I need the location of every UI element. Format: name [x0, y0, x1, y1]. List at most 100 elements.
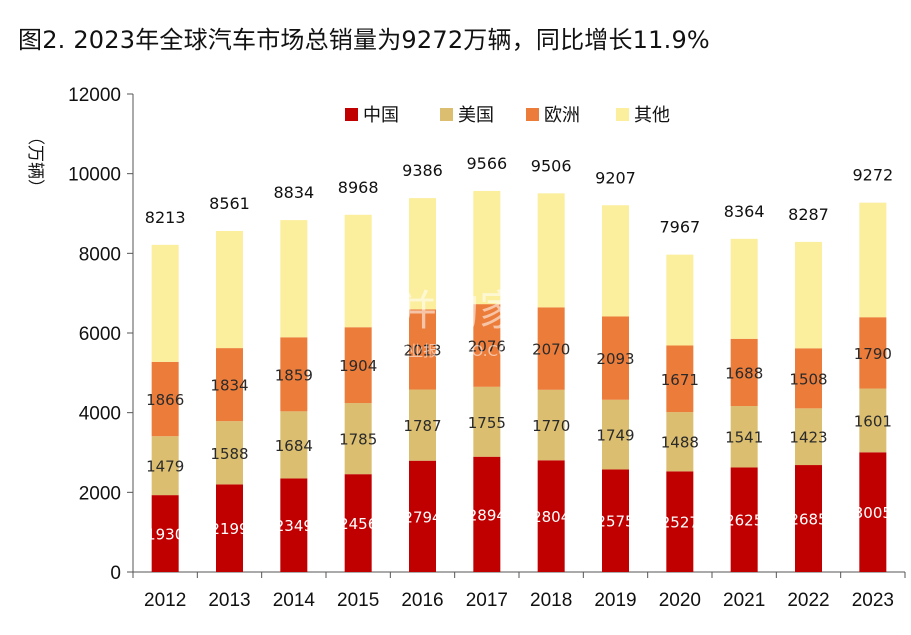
bar-segment	[602, 399, 629, 470]
total-value-label: 8968	[338, 178, 379, 197]
y-tick-label: 4000	[79, 404, 121, 425]
x-tick-label: 2013	[208, 590, 250, 611]
segment-value-label: 1770	[532, 417, 570, 435]
bar-segment	[795, 241, 822, 349]
total-value-label: 9506	[531, 156, 572, 175]
total-value-label: 9207	[595, 168, 636, 187]
legend-swatch	[526, 108, 539, 121]
segment-value-label: 2575	[596, 513, 634, 531]
segment-value-label: 1479	[146, 458, 184, 476]
segment-value-label: 1541	[725, 429, 763, 447]
segment-value-label: 1423	[789, 429, 827, 447]
bar-segment	[473, 386, 501, 457]
bar-segment	[344, 474, 372, 572]
total-value-label: 9386	[402, 161, 443, 180]
bar-segment	[859, 452, 887, 572]
bar-segment	[216, 230, 243, 349]
bar-segment	[216, 421, 243, 485]
bar-segment	[602, 316, 629, 400]
segment-value-label: 1930	[146, 526, 184, 544]
legend-swatch	[345, 108, 358, 121]
segment-value-label: 2013	[403, 341, 441, 359]
data-labels: 1930 1479 1866 8213 2199 1588 1834 8561 2349 1684…	[145, 154, 893, 544]
x-tick-label: 2023	[852, 590, 894, 611]
legend-label: 其他	[634, 105, 670, 126]
segment-value-label: 2349	[275, 517, 313, 535]
bars	[151, 190, 887, 572]
segment-value-label: 1684	[275, 437, 313, 455]
bar-segment	[859, 317, 887, 389]
bar-segment	[409, 309, 436, 390]
bar-segment	[666, 254, 694, 346]
total-value-label: 7967	[659, 218, 700, 237]
segment-value-label: 3005	[854, 504, 892, 522]
segment-value-label: 2794	[403, 508, 441, 526]
total-value-label: 9272	[852, 166, 893, 185]
segment-value-label: 1859	[275, 366, 313, 384]
watermark-subtext: 行业报告 IPO.COM	[393, 342, 522, 360]
bar-segment	[795, 408, 822, 466]
segment-value-label: 1755	[468, 414, 506, 432]
watermark-text: 并购家	[395, 286, 521, 335]
chart-title: 图2. 2023年全球汽车市场总销量为9272万辆，同比增长11.9%	[18, 26, 710, 54]
bar-segment	[537, 460, 565, 572]
y-tick-label: 2000	[79, 483, 121, 504]
segment-value-label: 2199	[210, 520, 248, 538]
segment-value-label: 2093	[596, 350, 634, 368]
y-tick-label: 0	[110, 563, 121, 584]
legend-label: 中国	[363, 105, 399, 126]
bar-segment	[859, 388, 887, 453]
segment-value-label: 1785	[339, 431, 377, 449]
total-value-label: 8561	[209, 194, 250, 213]
bar-segment	[473, 190, 501, 305]
bar-segment	[409, 460, 436, 572]
bar-segment	[537, 193, 565, 308]
x-tick-label: 2012	[144, 590, 186, 611]
bar-segment	[537, 389, 565, 461]
segment-value-label: 1488	[661, 434, 699, 452]
bar-segment	[473, 304, 501, 387]
bar-segment	[409, 198, 436, 310]
x-tick-label: 2015	[337, 590, 379, 611]
bar-segment	[409, 389, 436, 461]
segment-value-label: 2894	[468, 506, 506, 524]
bar-segment	[795, 465, 822, 572]
segment-value-label: 1749	[596, 427, 634, 445]
segment-value-label: 1508	[789, 370, 827, 388]
bar-segment	[730, 467, 758, 572]
bar-segment	[537, 307, 565, 390]
segment-value-label: 2527	[661, 514, 699, 532]
bar-segment	[344, 214, 372, 328]
segment-value-label: 1671	[661, 371, 699, 389]
segment-value-label: 1601	[854, 412, 892, 430]
total-value-label: 8364	[724, 202, 765, 221]
bar-segment	[666, 345, 694, 413]
segment-value-label: 2685	[789, 511, 827, 529]
total-value-label: 8834	[273, 183, 314, 202]
x-tick-label: 2021	[723, 590, 765, 611]
segment-value-label: 2070	[532, 341, 570, 359]
total-value-label: 8213	[145, 208, 186, 227]
bar-segment	[730, 338, 758, 407]
bar-segment	[473, 456, 501, 572]
y-axis-label: （万辆）	[25, 128, 45, 196]
bar-segment	[216, 484, 243, 572]
legend-label: 欧洲	[544, 105, 580, 126]
bar-segment	[280, 337, 308, 412]
bar-segment	[344, 403, 372, 475]
bar-segment	[666, 412, 694, 472]
x-tick-label: 2019	[594, 590, 636, 611]
segment-value-label: 1688	[725, 364, 763, 382]
segment-value-label: 1790	[854, 345, 892, 363]
bar-segment	[602, 205, 629, 317]
segment-value-label: 1787	[403, 417, 441, 435]
y-tick-label: 6000	[79, 324, 121, 345]
x-tick-label: 2017	[466, 590, 508, 611]
bar-segment	[666, 471, 694, 572]
total-value-label: 8287	[788, 205, 829, 224]
bar-segment	[344, 327, 372, 404]
x-tick-label: 2014	[273, 590, 316, 611]
segment-value-label: 2625	[725, 512, 763, 530]
legend-swatch	[440, 108, 453, 121]
